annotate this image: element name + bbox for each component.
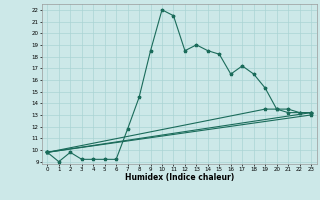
X-axis label: Humidex (Indice chaleur): Humidex (Indice chaleur) xyxy=(124,173,234,182)
